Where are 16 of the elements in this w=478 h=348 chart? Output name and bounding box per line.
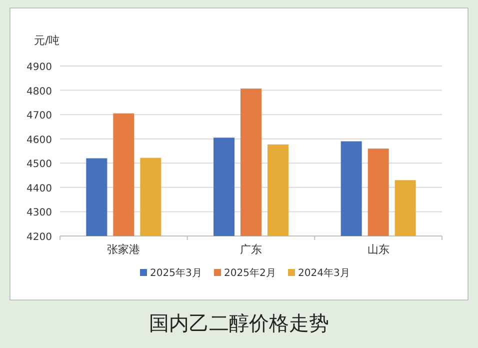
y-axis-title: 元/吨 <box>34 34 60 47</box>
y-tick-label: 4600 <box>26 134 52 146</box>
y-tick-label: 4200 <box>26 232 52 243</box>
x-tick-label: 张家港 <box>107 243 140 256</box>
legend-label: 2025年3月 <box>150 267 202 279</box>
y-tick-label: 4400 <box>26 183 52 194</box>
x-tick-label: 山东 <box>367 243 390 256</box>
y-tick-label: 4700 <box>26 110 52 122</box>
text: 国内乙二醇价格走势 <box>149 311 329 335</box>
y-tick-label: 4500 <box>26 159 52 170</box>
x-tick-label: 广东 <box>240 243 262 256</box>
legend-label: 2024年3月 <box>298 267 350 279</box>
y-tick-label: 4300 <box>26 208 52 219</box>
y-tick-label: 4900 <box>26 62 52 73</box>
y-tick-label: 4800 <box>26 86 52 98</box>
legend-label: 2025年2月 <box>224 267 276 279</box>
